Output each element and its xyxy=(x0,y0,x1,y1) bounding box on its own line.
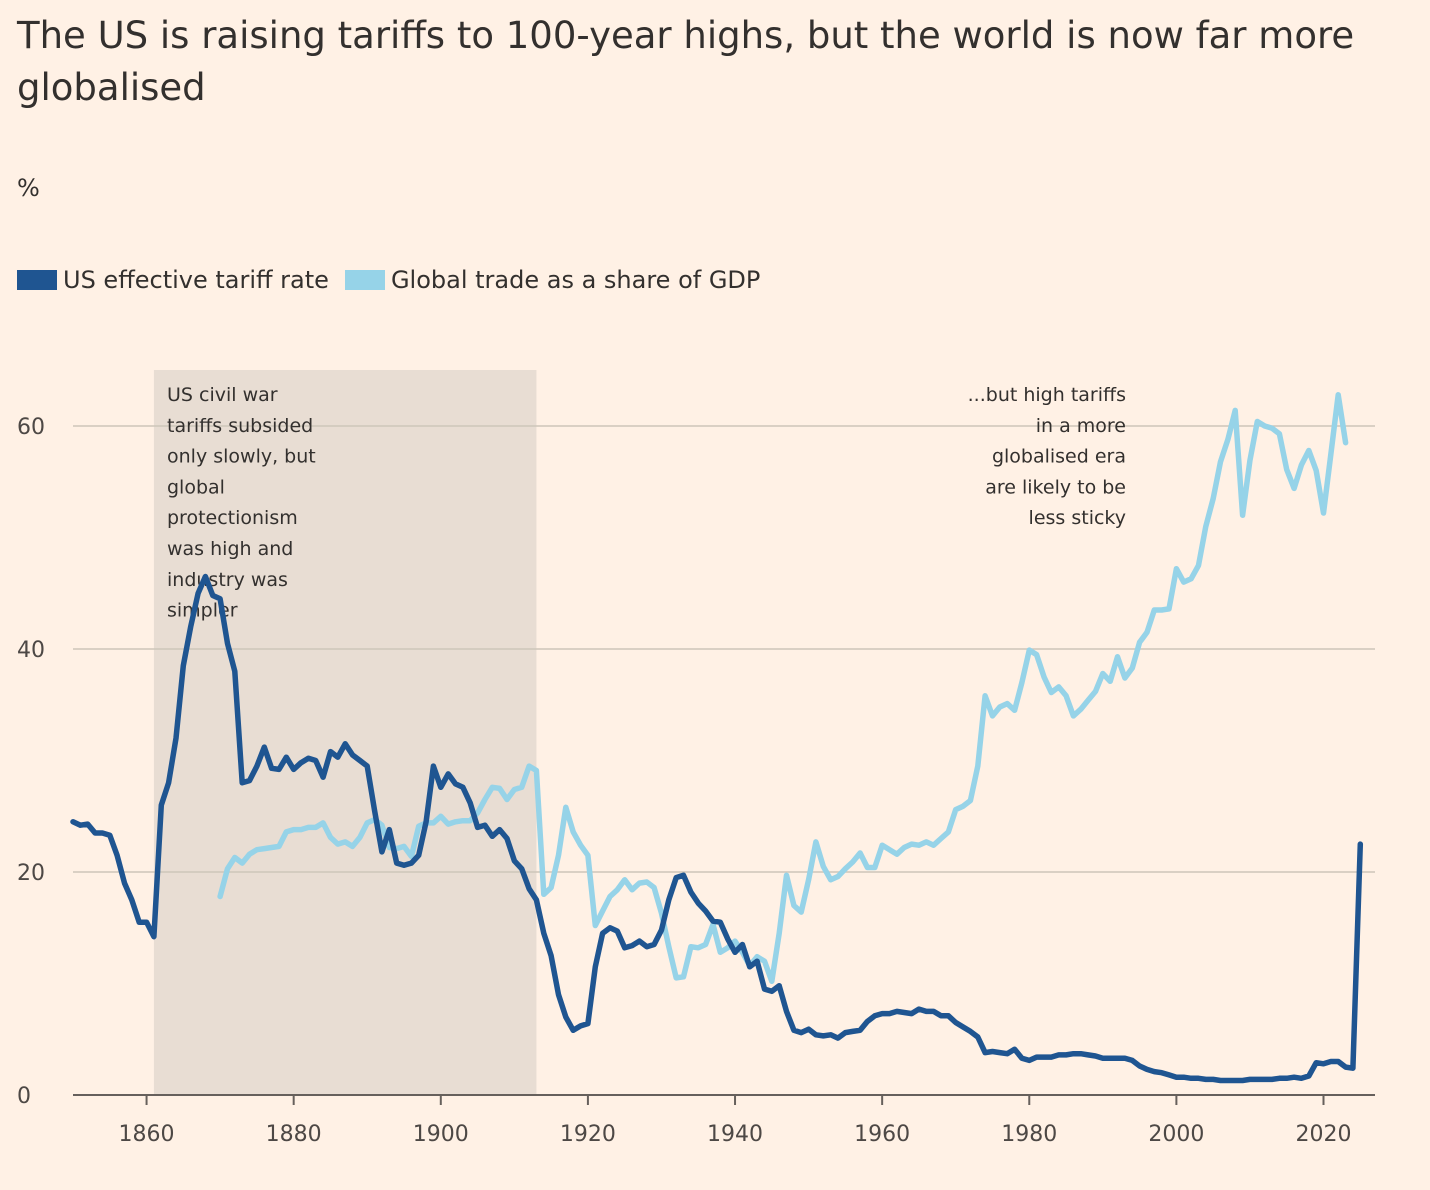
legend-label-tariff: US effective tariff rate xyxy=(63,266,329,294)
annotation-globalised-line: less sticky xyxy=(1029,507,1126,529)
line-us-tariff xyxy=(70,573,1364,1084)
legend: US effective tariff rate Global trade as… xyxy=(17,266,776,294)
line-trade-share xyxy=(217,392,1349,985)
annotation-civil-war-line: tariffs subsided xyxy=(167,415,313,437)
legend-swatch-tariff xyxy=(17,270,57,290)
annotation-civil-war-line: global xyxy=(167,476,225,498)
annotation-globalised-line: globalised era xyxy=(992,446,1126,468)
x-tick-label: 2000 xyxy=(1148,1122,1204,1147)
y-tick-label: 60 xyxy=(17,415,45,440)
x-tick-label: 1860 xyxy=(119,1122,175,1147)
legend-item-trade: Global trade as a share of GDP xyxy=(344,266,761,294)
y-unit-label: % xyxy=(17,174,40,202)
chart-title: The US is raising tariffs to 100-year hi… xyxy=(17,14,1355,109)
annotation-civil-war-line: protectionism xyxy=(167,507,298,529)
legend-swatch-trade xyxy=(344,270,385,290)
y-tick-label: 20 xyxy=(17,861,45,886)
annotation-globalised-line: are likely to be xyxy=(985,476,1126,498)
y-tick-label: 0 xyxy=(17,1084,31,1109)
annotation-civil-war-line: only slowly, but xyxy=(167,446,316,468)
x-tick-label: 1880 xyxy=(266,1122,322,1147)
annotation-globalised-line: ...but high tariffs xyxy=(968,384,1126,406)
x-tick-label: 2020 xyxy=(1296,1122,1352,1147)
annotation-globalised-line: in a more xyxy=(1036,415,1126,437)
x-tick-label: 1960 xyxy=(854,1122,910,1147)
annotation-civil-war-line: was high and xyxy=(167,538,293,560)
legend-item-tariff: US effective tariff rate xyxy=(17,266,329,294)
x-tick-label: 1920 xyxy=(560,1122,616,1147)
y-tick-label: 40 xyxy=(17,638,45,663)
x-tick-label: 1900 xyxy=(413,1122,469,1147)
annotation-civil-war-line: US civil war xyxy=(167,384,278,406)
shaded-region xyxy=(153,370,537,1095)
legend-label-trade: Global trade as a share of GDP xyxy=(390,266,761,294)
x-tick-label: 1940 xyxy=(707,1122,763,1147)
annotation-civil-war-line: industry was xyxy=(167,569,288,591)
annotation-civil-war-line: simpler xyxy=(167,600,238,622)
x-tick-label: 1980 xyxy=(1001,1122,1057,1147)
